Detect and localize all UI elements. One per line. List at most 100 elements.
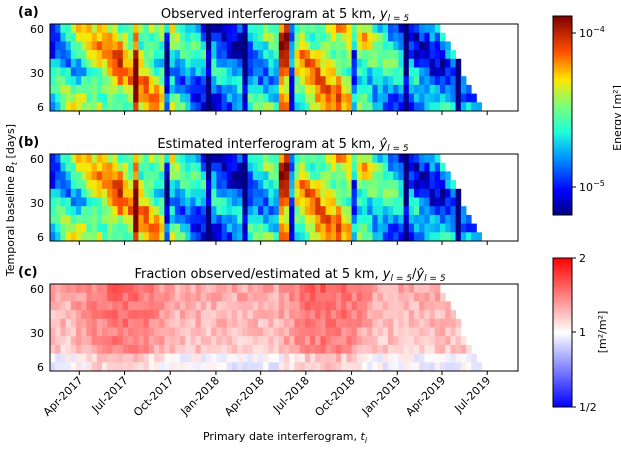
heatmap-cell xyxy=(414,310,420,320)
heatmap-cell xyxy=(200,154,207,164)
heatmap-cell xyxy=(351,67,358,77)
heatmap-cell xyxy=(96,67,103,77)
heatmap-cell xyxy=(268,318,274,328)
heatmap-cell xyxy=(408,67,415,77)
heatmap-cell xyxy=(268,353,274,363)
heatmap-cell xyxy=(216,353,222,363)
heatmap-cell xyxy=(450,336,456,346)
heatmap-cell xyxy=(382,284,389,294)
heatmap-cell xyxy=(398,24,404,34)
heatmap-cell xyxy=(408,76,415,86)
heatmap-cell xyxy=(143,318,150,328)
heatmap-cell xyxy=(216,76,222,86)
heatmap-cell xyxy=(424,93,430,103)
heatmap-cell xyxy=(117,214,124,224)
heatmap-cell xyxy=(91,336,98,346)
heatmap-cell xyxy=(226,84,233,94)
heatmap-cell xyxy=(211,154,217,164)
heatmap-cell xyxy=(133,76,139,86)
heatmap-cell xyxy=(294,318,300,328)
heatmap-cell xyxy=(330,76,337,86)
heatmap-cell xyxy=(247,206,254,216)
heatmap-cell xyxy=(356,67,363,77)
heatmap-cell xyxy=(310,318,316,328)
heatmap-cell xyxy=(278,327,285,337)
heatmap-cell xyxy=(65,310,72,320)
heatmap-cell xyxy=(195,24,202,34)
heatmap-cell xyxy=(320,310,326,320)
heatmap-cell xyxy=(310,32,316,42)
heatmap-cell xyxy=(159,214,165,224)
heatmap-cell xyxy=(460,206,467,216)
heatmap-cell xyxy=(304,50,311,60)
heatmap-cell xyxy=(310,76,316,86)
heatmap-cell xyxy=(289,171,295,181)
heatmap-cell xyxy=(232,301,238,311)
heatmap-cell xyxy=(180,50,186,60)
heatmap-cell xyxy=(96,76,103,86)
heatmap-cell xyxy=(154,154,160,164)
heatmap-cell xyxy=(107,327,113,337)
heatmap-cell xyxy=(185,301,191,311)
heatmap-cell xyxy=(232,180,238,190)
heatmap-cell xyxy=(195,301,202,311)
heatmap-cell xyxy=(336,41,342,51)
heatmap-cell xyxy=(164,292,170,302)
heatmap-cell xyxy=(445,344,451,354)
heatmap-cell xyxy=(336,301,342,311)
heatmap-cell xyxy=(112,353,118,363)
heatmap-cell xyxy=(346,310,352,320)
heatmap-cell xyxy=(50,353,56,363)
heatmap-cell xyxy=(336,232,342,242)
heatmap-estimated xyxy=(50,154,482,242)
heatmap-cell xyxy=(294,188,300,198)
heatmap-cell xyxy=(320,336,326,346)
heatmap-cell xyxy=(112,93,118,103)
heatmap-cell xyxy=(237,162,243,172)
heatmap-cell xyxy=(232,188,238,198)
heatmap-cell xyxy=(112,58,118,68)
heatmap-cell xyxy=(76,353,82,363)
heatmap-cell xyxy=(315,93,321,103)
heatmap-cell xyxy=(107,301,113,311)
heatmap-cell xyxy=(164,344,170,354)
heatmap-cell xyxy=(382,188,389,198)
heatmap-cell xyxy=(91,214,98,224)
heatmap-cell xyxy=(299,206,306,216)
heatmap-cell xyxy=(460,344,467,354)
heatmap-cell xyxy=(445,67,451,77)
heatmap-cell xyxy=(174,327,181,337)
heatmap-cell xyxy=(304,76,311,86)
heatmap-cell xyxy=(143,310,150,320)
heatmap-cell xyxy=(388,301,394,311)
heatmap-cell xyxy=(206,301,212,311)
heatmap-cell xyxy=(440,292,446,302)
heatmap-cell xyxy=(76,93,82,103)
heatmap-cell xyxy=(341,362,347,372)
heatmap-cell xyxy=(117,102,124,112)
heatmap-cell xyxy=(247,41,254,51)
heatmap-cell xyxy=(289,232,295,242)
heatmap-cell xyxy=(128,301,134,311)
heatmap-cell xyxy=(304,362,311,372)
heatmap-cell xyxy=(70,223,77,233)
heatmap-cell xyxy=(471,232,477,242)
heatmap-cell xyxy=(434,223,441,233)
heatmap-cell xyxy=(180,284,186,294)
heatmap-cell xyxy=(159,58,165,68)
heatmap-cell xyxy=(403,93,410,103)
heatmap-cell xyxy=(70,353,77,363)
heatmap-cell xyxy=(206,32,212,42)
heatmap-cell xyxy=(466,232,472,242)
heatmap-cell xyxy=(440,84,446,94)
heatmap-cell xyxy=(414,188,420,198)
heatmap-cell xyxy=(200,197,207,207)
heatmap-cell xyxy=(206,162,212,172)
heatmap-cell xyxy=(138,214,144,224)
heatmap-cell xyxy=(455,197,462,207)
heatmap-cell xyxy=(393,310,399,320)
heatmap-cell xyxy=(221,197,228,207)
heatmap-cell xyxy=(242,154,248,164)
colorbar-ratio-label: [m²/m²] xyxy=(596,311,609,354)
heatmap-cell xyxy=(232,58,238,68)
